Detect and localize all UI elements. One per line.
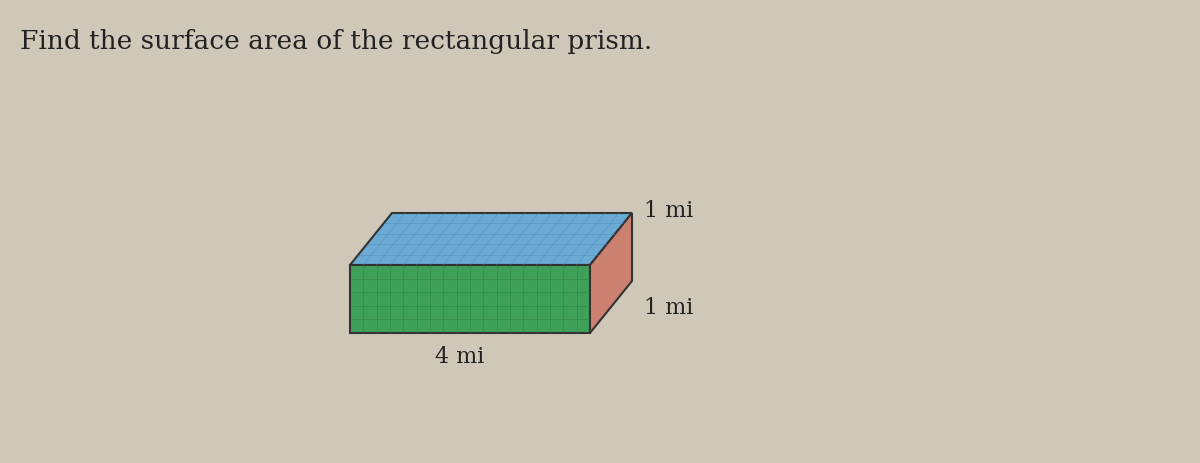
Text: 1 mi: 1 mi — [644, 200, 694, 221]
Text: Find the surface area of the rectangular prism.: Find the surface area of the rectangular… — [20, 29, 653, 54]
Polygon shape — [590, 213, 632, 333]
Text: 1 mi: 1 mi — [644, 296, 694, 319]
Polygon shape — [350, 213, 632, 265]
Polygon shape — [350, 265, 590, 333]
Text: 4 mi: 4 mi — [436, 345, 485, 367]
